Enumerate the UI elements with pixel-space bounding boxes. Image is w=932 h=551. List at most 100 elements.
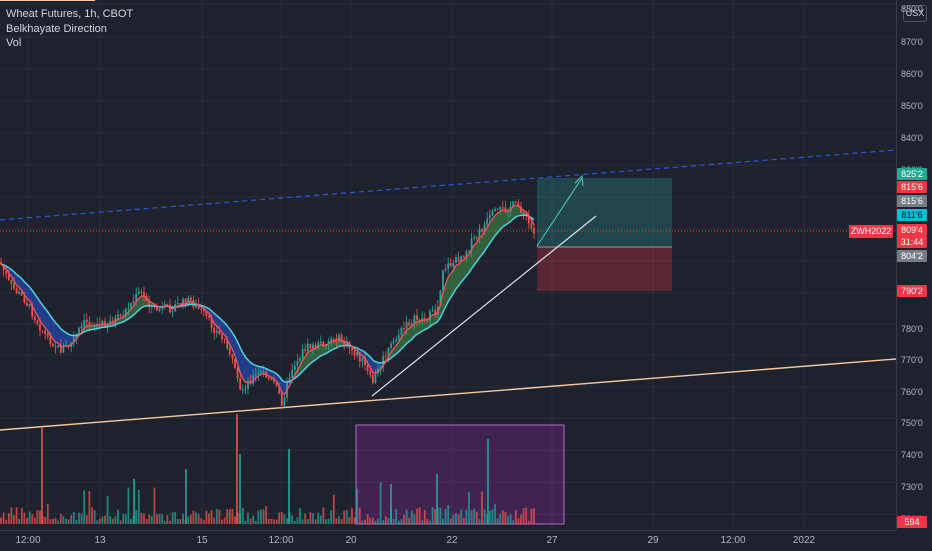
indicator-label[interactable]: Belkhayate Direction — [6, 22, 107, 35]
cloud-segment — [50, 315, 53, 340]
cloud-segment — [24, 281, 27, 299]
volume-bar — [390, 484, 392, 524]
candle-body — [215, 331, 218, 334]
indicator-cloud — [1, 205, 534, 395]
volume-bar — [195, 512, 197, 524]
candle-body — [499, 207, 502, 209]
volume-bar — [114, 516, 117, 524]
volume-bar — [457, 514, 460, 524]
volume-bar — [449, 518, 452, 524]
candle-body — [496, 208, 499, 210]
cloud-segment — [419, 320, 423, 333]
cloud-segment — [315, 346, 319, 360]
volume-bar — [296, 517, 299, 524]
volume-bar — [5, 519, 8, 524]
chart-legend: Wheat Futures, 1h, CBOT Belkhayate Direc… — [6, 7, 133, 51]
cloud-segment — [27, 284, 30, 301]
candle-body — [340, 334, 343, 342]
volume-bar — [514, 510, 517, 524]
cloud-segment — [242, 352, 246, 383]
volume-bar — [288, 449, 290, 524]
symbol-title[interactable]: Wheat Futures, 1h, CBOT — [6, 8, 134, 20]
candle-body — [408, 322, 411, 326]
candle-body — [390, 343, 392, 349]
currency-button[interactable]: USX — [903, 5, 927, 22]
volume-bar — [379, 482, 382, 524]
candle-body — [527, 215, 530, 224]
cloud-segment — [300, 360, 303, 375]
candle-body — [140, 291, 143, 293]
volume-bar — [351, 508, 353, 524]
candle-body — [455, 257, 457, 264]
volume-bar — [358, 507, 361, 524]
volume-bar — [72, 512, 75, 524]
volume-bar — [501, 510, 504, 524]
volume-bar — [260, 509, 262, 524]
candle-body — [504, 207, 507, 212]
volume-bar — [54, 517, 57, 524]
volume-bar — [106, 495, 109, 524]
time-tick-label: 27 — [546, 535, 558, 546]
candle-body — [397, 335, 400, 340]
candle-body — [478, 229, 481, 238]
cloud-segment — [271, 371, 274, 379]
candle-body — [130, 302, 132, 309]
time-scale[interactable] — [0, 530, 896, 551]
cloud-segment — [450, 269, 454, 298]
candle-body — [429, 311, 431, 321]
volume-label[interactable]: Vol — [6, 37, 22, 49]
volume-bar — [7, 513, 10, 524]
cloud-segment — [409, 326, 412, 342]
candle-body — [49, 336, 52, 344]
volume-bar — [41, 428, 43, 524]
indicator-lines — [0, 204, 535, 396]
volume-bar — [150, 516, 153, 524]
cloud-segment — [461, 259, 464, 283]
candle-body — [78, 328, 80, 334]
candle-body — [221, 334, 223, 339]
cloud-segment — [302, 356, 306, 372]
time-tick-label: 2022 — [792, 535, 816, 546]
volume-bar — [512, 520, 515, 524]
candle-body — [200, 308, 203, 310]
candle-body — [41, 330, 44, 332]
candle-body — [117, 314, 119, 318]
cloud-segment — [11, 269, 14, 281]
candle-body — [330, 338, 333, 342]
volume-bar — [197, 514, 200, 524]
cloud-segment — [320, 344, 324, 356]
cloud-segment — [466, 254, 469, 276]
volume-bar — [202, 520, 205, 524]
candle-body — [278, 385, 281, 394]
candle-body — [447, 263, 450, 269]
volume-bar — [299, 508, 301, 524]
candle-body — [7, 274, 10, 280]
cloud-segment — [19, 276, 22, 291]
volume-bar — [403, 514, 405, 524]
candle-body — [54, 346, 57, 348]
volume-bar — [275, 519, 278, 524]
time-tick-label: 12:00 — [15, 535, 41, 546]
price-badge: 815'6 — [897, 195, 927, 207]
price-badge: 31:44 — [897, 236, 927, 248]
volume-bar — [59, 514, 62, 524]
price-scale[interactable] — [896, 0, 932, 530]
volume-bar — [265, 505, 268, 524]
volume-bar — [361, 520, 364, 524]
volume-bar — [418, 507, 421, 524]
volume-bar — [273, 519, 275, 524]
volume-bar — [223, 517, 226, 524]
volume-bar — [364, 519, 366, 524]
volume-bar — [374, 520, 377, 524]
volume-bar — [2, 512, 5, 524]
candle-body — [83, 319, 86, 327]
candle-body — [226, 339, 229, 349]
volume-bar — [304, 513, 307, 524]
cloud-segment — [515, 205, 519, 218]
price-badge: 809'4 — [897, 224, 927, 236]
volume-bar — [530, 508, 533, 524]
time-tick-label: 13 — [94, 535, 106, 546]
candle-body — [182, 298, 184, 306]
candle-body — [462, 256, 465, 258]
